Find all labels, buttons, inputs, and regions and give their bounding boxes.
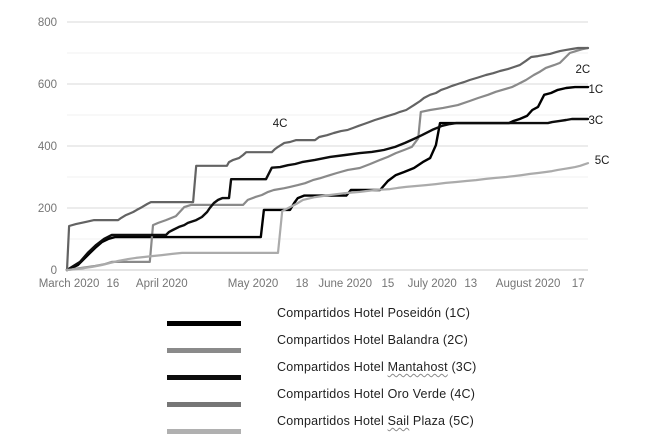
legend-label-3c: Compartidos Hotel Mantahost (3C) — [277, 360, 477, 374]
legend-swatch-4c — [167, 401, 241, 407]
x-axis-tick-label: May 2020 — [228, 278, 279, 290]
legend-swatch-5c — [167, 428, 241, 434]
legend-swatch-1c — [167, 320, 241, 326]
y-axis-tick-label: 200 — [38, 203, 57, 215]
series-label-5c: 5C — [595, 155, 610, 167]
spellcheck-underlined-word: Sail — [387, 414, 410, 428]
series-label-2c: 2C — [575, 64, 590, 76]
legend-swatch-2c — [167, 347, 241, 353]
x-axis-tick-label: 13 — [464, 278, 477, 290]
y-axis-tick-label: 600 — [38, 79, 57, 91]
series-line-2c — [65, 46, 590, 272]
x-axis-tick-label: March 2020 — [39, 278, 100, 290]
series-label-1c: 1C — [588, 84, 603, 96]
x-axis-tick-label: August 2020 — [496, 278, 561, 290]
spellcheck-underlined-word: Mantahost — [387, 360, 448, 374]
legend-label-4c: Compartidos Hotel Oro Verde (4C) — [277, 387, 476, 401]
x-axis-tick-label: 15 — [382, 278, 395, 290]
x-axis-tick-label: July 2020 — [408, 278, 457, 290]
chart-legend: Compartidos Hotel Poseidón (1C) Compartid… — [0, 300, 669, 444]
legend-label-2c: Compartidos Hotel Balandra (2C) — [277, 333, 469, 347]
y-axis-tick-label: 800 — [38, 17, 57, 29]
x-axis-tick-label: 17 — [572, 278, 585, 290]
series-line-1c — [65, 85, 590, 272]
series-label-3c: 3C — [588, 115, 603, 127]
series-line-3c — [65, 117, 590, 272]
series-line-5c — [65, 162, 590, 272]
legend-swatch-3c — [167, 374, 241, 380]
y-axis-tick-label: 400 — [38, 141, 57, 153]
legend-label-1c: Compartidos Hotel Poseidón (1C) — [277, 306, 471, 320]
legend-label-5c: Compartidos Hotel Sail Plaza (5C) — [277, 414, 474, 428]
x-axis-tick-label: 16 — [106, 278, 119, 290]
series-line-4c — [65, 46, 590, 272]
shares-line-chart: 0 200 400 600 800 March 2020 16 April 2020 May 2… — [38, 17, 610, 290]
x-axis-tick-label: April 2020 — [136, 278, 188, 290]
series-label-4c: 4C — [273, 118, 288, 130]
x-axis-tick-label: 18 — [296, 278, 309, 290]
x-axis-tick-label: June 2020 — [318, 278, 372, 290]
y-axis-tick-label: 0 — [51, 265, 57, 277]
